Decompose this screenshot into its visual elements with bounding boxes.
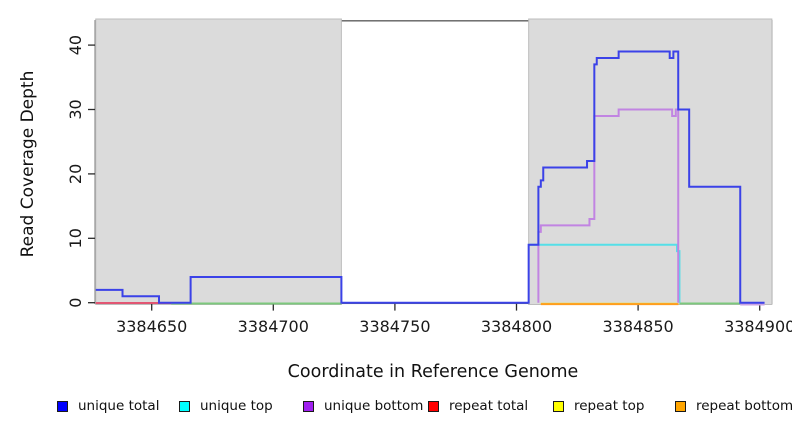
y-tick-label: 10 (66, 228, 85, 248)
y-tick-label: 30 (66, 99, 85, 119)
legend-item-repeat-top: repeat top (553, 399, 644, 414)
shaded-region (95, 18, 342, 305)
x-axis-title: Coordinate in Reference Genome (287, 362, 579, 382)
y-tick-label: 40 (66, 35, 85, 55)
legend-item-unique-top: unique top (179, 399, 273, 414)
legend-swatch-unique-total (57, 401, 68, 412)
legend-swatch-unique-bottom (303, 401, 314, 412)
series-line-unique-total (95, 50, 765, 304)
legend-swatch-unique-top (179, 401, 190, 412)
legend-item-unique-bottom: unique bottom (303, 399, 423, 414)
x-tick-label: 3384650 (116, 317, 187, 336)
legend-swatch-repeat-total (428, 401, 439, 412)
x-tick-label: 3384700 (238, 317, 309, 336)
shaded-region (528, 18, 773, 305)
x-tick-label: 3384750 (359, 317, 430, 336)
y-tick-label: 0 (66, 298, 85, 308)
x-tick-label: 3384900 (724, 317, 792, 336)
legend-label: unique total (78, 398, 160, 414)
series-line-unique-bottom (537, 108, 680, 303)
legend-item-repeat-total: repeat total (428, 399, 528, 414)
series-line-unique-top (528, 243, 681, 303)
x-tick-label: 3384850 (602, 317, 673, 336)
legend-item-unique-total: unique total (57, 399, 159, 414)
legend-item-repeat-bottom: repeat bottom (675, 399, 792, 414)
legend-label: repeat bottom (696, 398, 792, 414)
y-tick-label: 20 (66, 164, 85, 184)
y-axis-title: Read Coverage Depth (18, 70, 38, 258)
legend-label: repeat total (449, 398, 529, 414)
x-tick-label: 3384800 (481, 317, 552, 336)
legend-label: repeat top (574, 398, 645, 414)
legend-label: unique bottom (324, 398, 424, 414)
legend-swatch-repeat-top (553, 401, 564, 412)
legend-swatch-repeat-bottom (675, 401, 686, 412)
legend-label: unique top (200, 398, 273, 414)
